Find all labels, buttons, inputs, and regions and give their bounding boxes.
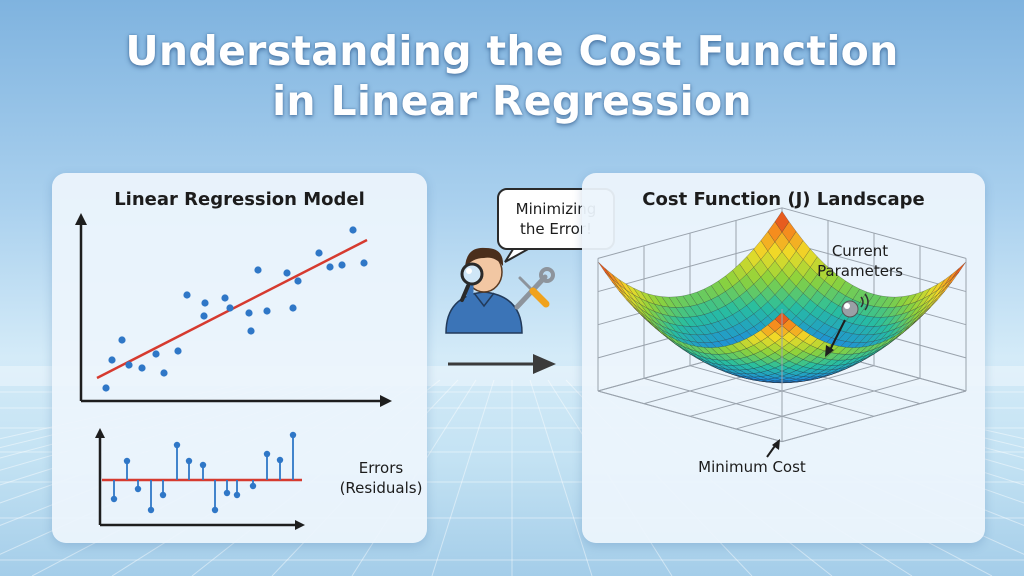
scatter-point [263, 307, 271, 315]
surface-patch [951, 261, 967, 280]
residual-point [233, 491, 241, 499]
residual-point [123, 457, 131, 465]
cost-surface-plot [597, 207, 967, 458]
residual-point [159, 491, 167, 499]
residual-point [223, 489, 231, 497]
scatter-point [247, 327, 255, 335]
scatter-point [289, 304, 297, 312]
linear-regression-panel-title: Linear Regression Model [114, 189, 365, 210]
scatter-point [226, 304, 234, 312]
scatter-point [125, 361, 133, 369]
scatter-point [118, 336, 126, 344]
grid-line [781, 390, 967, 443]
current-parameters-label-line2: Parameters [817, 262, 903, 280]
scatter-point [108, 356, 116, 364]
page-title-line2: in Linear Regression [272, 77, 752, 125]
residual-y-axis-arrowhead [95, 428, 105, 438]
residual-plot [95, 428, 305, 530]
residual-point [249, 482, 257, 490]
scatter-point [315, 249, 323, 257]
current-parameters-label: Current Parameters [800, 241, 920, 281]
current-parameters-label-line1: Current [831, 242, 889, 260]
surface-patch [597, 261, 613, 280]
residual-point [211, 506, 219, 514]
scatter-point [183, 291, 191, 299]
residual-point [263, 450, 271, 458]
current-parameters-arrow [825, 319, 846, 357]
linear-regression-panel: Linear Regression Model Errors (Residual… [52, 173, 427, 543]
scatter-point [349, 226, 357, 234]
residual-point [185, 457, 193, 465]
residual-point [134, 485, 142, 493]
scatter-x-axis-arrowhead [380, 395, 392, 407]
cost-function-panel-title: Cost Function (J) Landscape [642, 189, 925, 210]
residual-point [289, 431, 297, 439]
plot-box-front [597, 258, 967, 443]
grid-line [735, 377, 921, 430]
grid-line [643, 377, 829, 430]
residual-point [276, 456, 284, 464]
scatter-point [360, 259, 368, 267]
scatter-point [254, 266, 262, 274]
scatter-point [174, 347, 182, 355]
residual-point [199, 461, 207, 469]
residual-point [147, 506, 155, 514]
linear-regression-plot [75, 213, 392, 530]
errors-label: Errors (Residuals) [336, 458, 426, 498]
scatter-y-axis-arrowhead [75, 213, 87, 225]
cost-function-panel: Cost Function (J) Landscape Current Para… [582, 173, 985, 543]
scatter-point [294, 277, 302, 285]
minimum-cost-arrow [766, 439, 780, 458]
scatter-point [283, 269, 291, 277]
scatter-point [160, 369, 168, 377]
scatter-point [221, 294, 229, 302]
page-title-line1: Understanding the Cost Function [125, 27, 899, 75]
scatter-point [245, 309, 253, 317]
scatter-point [102, 384, 110, 392]
speech-bubble-line1: Minimizing [515, 200, 597, 218]
grid-line [597, 390, 783, 443]
residual-stems [110, 431, 297, 514]
errors-label-line2: (Residuals) [339, 479, 423, 497]
scatter-point [326, 263, 334, 271]
scatter-point [138, 364, 146, 372]
scatter-points [102, 226, 368, 392]
scatter-point [201, 299, 209, 307]
page-title: Understanding the Cost Function in Linea… [0, 26, 1024, 126]
cost-surface [597, 210, 967, 384]
grid-line [529, 379, 593, 576]
scatter-point [338, 261, 346, 269]
scatter-point [152, 350, 160, 358]
scatter-plot [75, 213, 392, 407]
speech-bubble-line2: the Error! [520, 220, 592, 238]
residual-point [173, 441, 181, 449]
residual-x-axis-arrowhead [295, 520, 305, 530]
scatter-point [200, 312, 208, 320]
grid-line [431, 379, 495, 576]
errors-label-line1: Errors [358, 459, 404, 477]
minimum-cost-label: Minimum Cost [698, 458, 806, 476]
residual-point [110, 495, 118, 503]
current-parameters-ball [841, 293, 869, 318]
